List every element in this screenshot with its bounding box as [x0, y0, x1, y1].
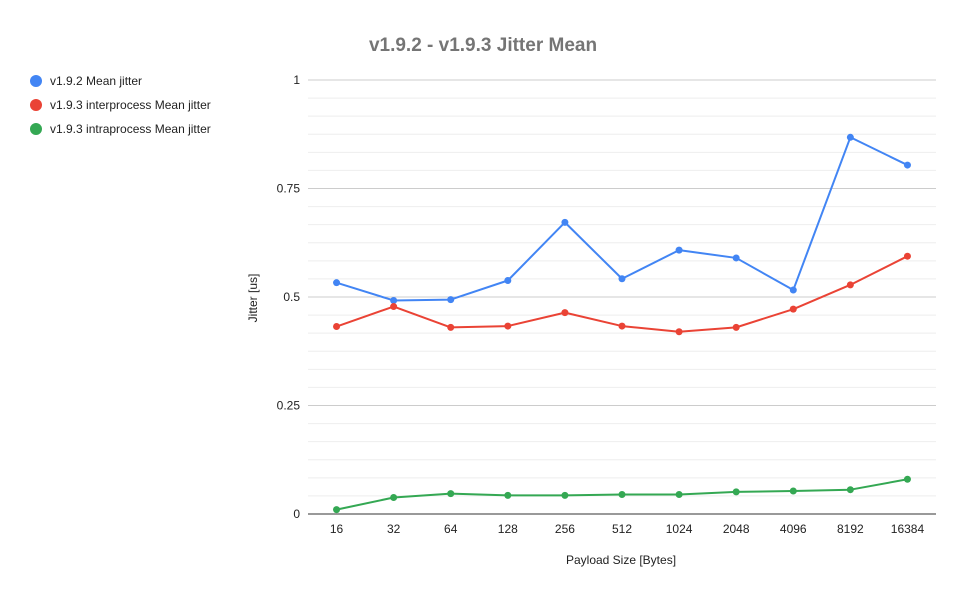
legend-item: v1.9.3 intraprocess Mean jitter — [30, 122, 211, 136]
data-point — [675, 246, 683, 254]
legend-label: v1.9.2 Mean jitter — [50, 74, 142, 88]
data-point — [504, 277, 512, 285]
data-point — [333, 279, 341, 287]
series-1 — [333, 133, 911, 304]
data-point — [789, 487, 797, 495]
data-point — [390, 303, 398, 311]
x-tick-label: 4096 — [780, 522, 807, 536]
data-point — [903, 475, 911, 483]
y-axis-label: Jitter [us] — [246, 274, 260, 323]
x-tick-label: 8192 — [837, 522, 864, 536]
x-tick-label: 512 — [612, 522, 632, 536]
y-tick-label: 0.75 — [277, 182, 301, 196]
legend: v1.9.2 Mean jitter v1.9.3 interprocess Me… — [30, 74, 211, 136]
x-tick-label: 1024 — [666, 522, 693, 536]
legend-swatch — [30, 123, 42, 135]
legend-label: v1.9.3 intraprocess Mean jitter — [50, 122, 211, 136]
data-point — [789, 305, 797, 313]
legend-item: v1.9.3 interprocess Mean jitter — [30, 98, 211, 112]
data-point — [618, 322, 626, 330]
data-point — [789, 286, 797, 294]
y-tick-label: 0.25 — [277, 399, 301, 413]
y-axis-ticks: 0 0.25 0.5 0.75 1 — [277, 73, 301, 521]
data-point — [333, 323, 341, 331]
x-tick-label: 64 — [444, 522, 458, 536]
x-axis-label: Payload Size [Bytes] — [566, 553, 676, 567]
y-tick-label: 1 — [293, 73, 300, 87]
data-point — [846, 281, 854, 289]
data-point — [846, 133, 854, 141]
data-point — [675, 328, 683, 336]
data-point — [390, 494, 398, 502]
series-group — [333, 133, 911, 514]
data-point — [675, 490, 683, 498]
data-point — [618, 275, 626, 283]
data-point — [504, 491, 512, 499]
x-axis-ticks: 16 32 64 128 256 512 1024 2048 4096 8192 16384 — [330, 522, 925, 536]
x-tick-label: 128 — [498, 522, 518, 536]
series-3 — [333, 475, 911, 514]
legend-swatch — [30, 75, 42, 87]
legend-item: v1.9.2 Mean jitter — [30, 74, 142, 88]
data-point — [561, 491, 569, 499]
data-point — [846, 486, 854, 494]
legend-label: v1.9.3 interprocess Mean jitter — [50, 98, 211, 112]
data-point — [447, 490, 455, 498]
x-tick-label: 16 — [330, 522, 344, 536]
data-point — [732, 254, 740, 262]
legend-swatch — [30, 99, 42, 111]
data-point — [732, 323, 740, 331]
y-tick-label: 0.5 — [283, 290, 300, 304]
data-point — [561, 218, 569, 226]
data-point — [333, 506, 341, 514]
data-point — [903, 161, 911, 169]
x-tick-label: 256 — [555, 522, 575, 536]
x-tick-label: 32 — [387, 522, 401, 536]
data-point — [618, 490, 626, 498]
data-point — [504, 322, 512, 330]
y-tick-label: 0 — [293, 507, 300, 521]
x-tick-label: 16384 — [891, 522, 925, 536]
data-point — [561, 309, 569, 317]
data-point — [447, 323, 455, 331]
data-point — [447, 296, 455, 304]
x-tick-label: 2048 — [723, 522, 750, 536]
chart-title: v1.9.2 - v1.9.3 Jitter Mean — [369, 35, 597, 56]
series-2 — [333, 252, 911, 336]
data-point — [390, 296, 398, 304]
data-point — [732, 488, 740, 496]
data-point — [903, 252, 911, 260]
